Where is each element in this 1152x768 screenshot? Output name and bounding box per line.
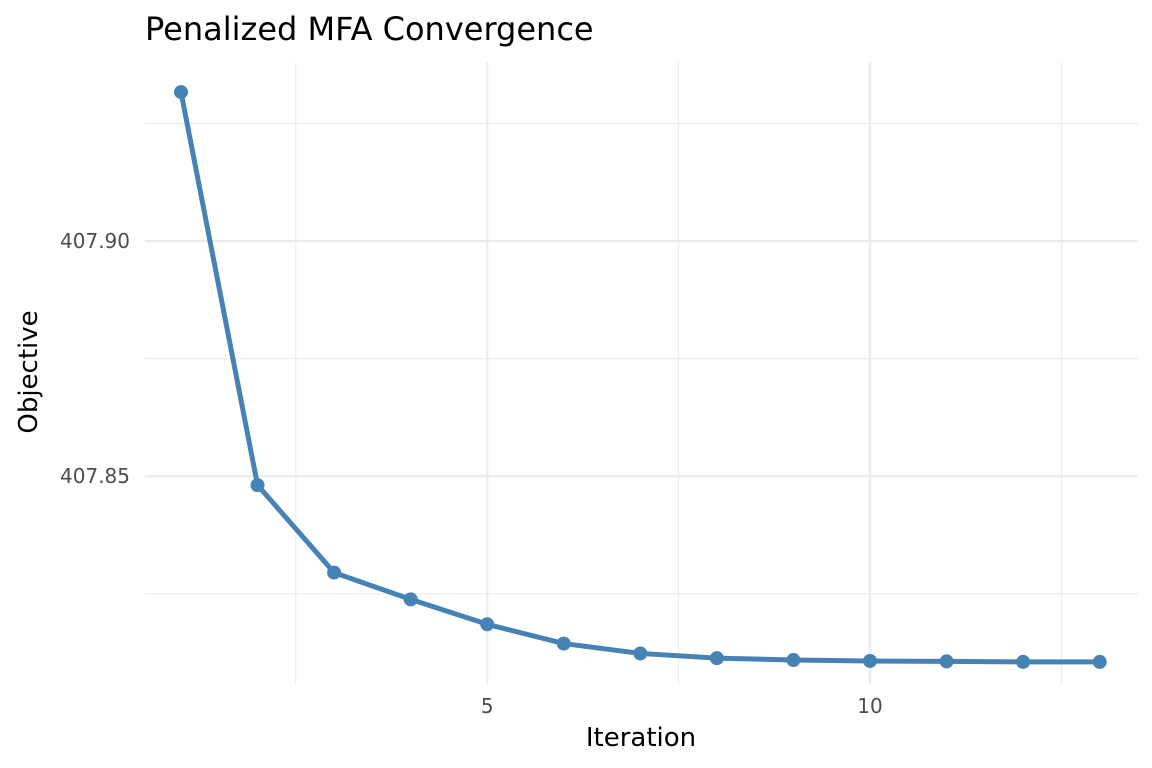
tick-labels: 5 10 407.85 407.90 (60, 229, 883, 718)
data-point (786, 653, 801, 668)
major-gridlines (145, 62, 1138, 684)
data-point (250, 478, 265, 493)
x-axis-title: Iteration (586, 723, 696, 753)
data-point (403, 592, 418, 607)
series-layer (173, 85, 1107, 669)
y-tick-label: 407.85 (60, 464, 130, 488)
data-point (939, 654, 954, 669)
series-line (178, 89, 1103, 665)
chart-title: Penalized MFA Convergence (145, 10, 594, 48)
data-point (173, 85, 188, 100)
data-point (863, 653, 878, 668)
data-point (327, 565, 342, 580)
data-point (633, 646, 648, 661)
data-point (480, 617, 495, 632)
x-tick-label: 5 (481, 694, 494, 718)
data-point (1092, 654, 1107, 669)
x-tick-label: 10 (857, 694, 882, 718)
data-point (709, 651, 724, 666)
y-axis-title: Objective (14, 310, 44, 433)
data-point (556, 636, 571, 651)
data-point (1016, 654, 1031, 669)
y-tick-label: 407.90 (60, 229, 130, 253)
minor-gridlines (145, 62, 1138, 684)
